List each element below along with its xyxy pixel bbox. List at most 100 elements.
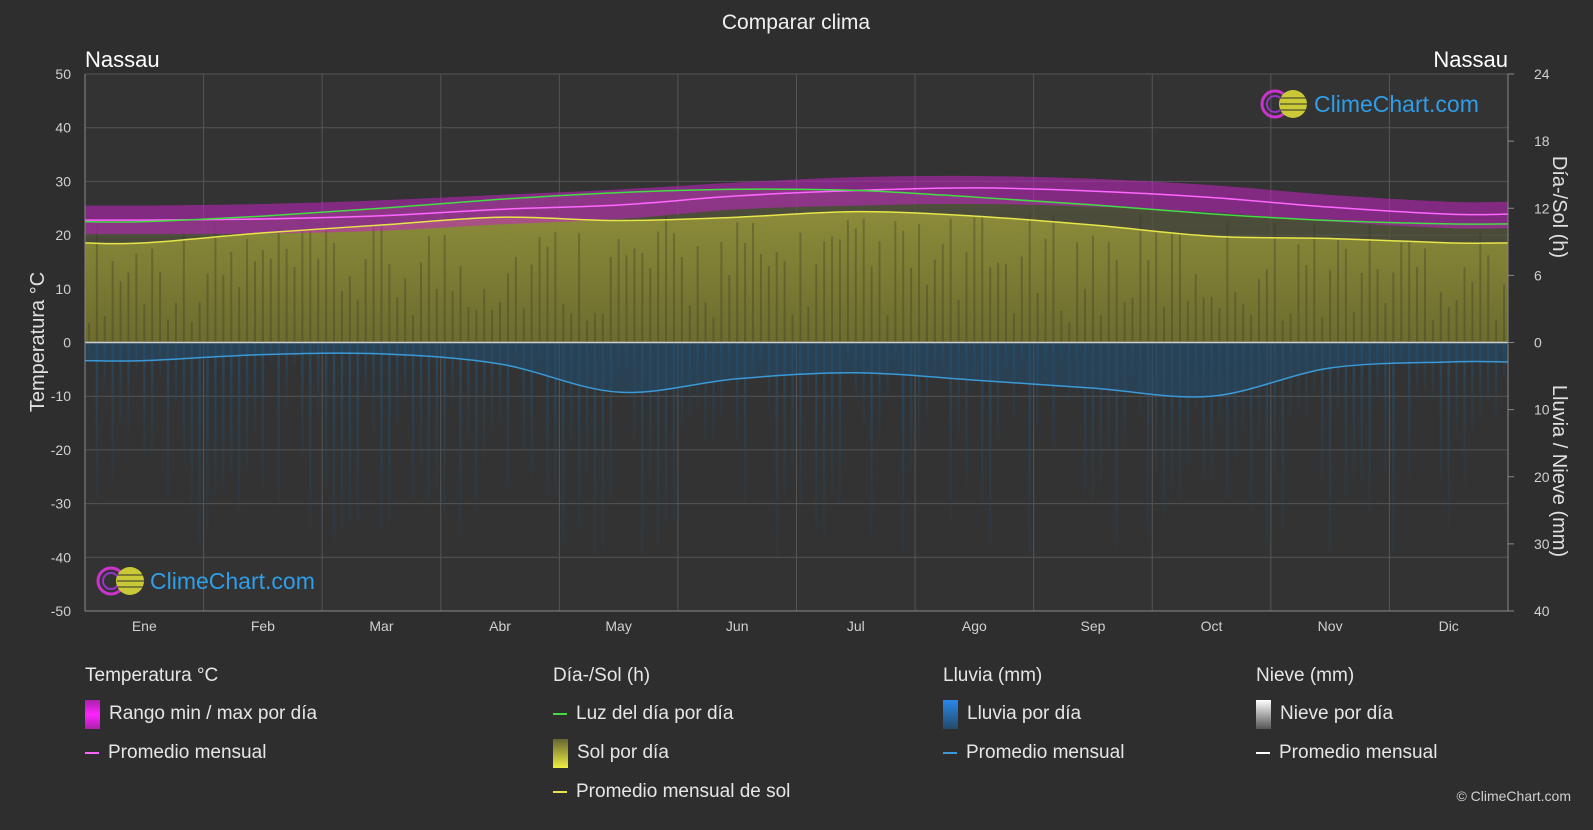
rain-daily-bar bbox=[475, 342, 478, 514]
rain-daily-bar bbox=[1494, 342, 1498, 421]
rain-daily-bar bbox=[285, 342, 288, 407]
sun-daily-bar bbox=[870, 266, 873, 343]
rain-daily-bar bbox=[522, 342, 525, 453]
y-left-tick-label: 40 bbox=[55, 120, 71, 136]
rain-daily-bar bbox=[878, 342, 881, 433]
rain-daily-bar bbox=[127, 342, 130, 430]
sun-daily-bar bbox=[159, 271, 162, 343]
rain-daily-bar bbox=[1091, 342, 1095, 504]
rain-daily-bar bbox=[1186, 342, 1190, 469]
sun-daily-bar bbox=[862, 218, 865, 343]
sun-daily-bar bbox=[167, 319, 170, 343]
sun-daily-bar bbox=[1273, 222, 1276, 343]
rain-daily-bar bbox=[403, 342, 407, 403]
rain-daily-bar bbox=[1479, 342, 1482, 420]
rain-daily-bar bbox=[490, 342, 494, 430]
y-right-top-tick-label: 12 bbox=[1534, 200, 1550, 216]
sun-daily-bar bbox=[688, 305, 691, 343]
rain-daily-bar bbox=[656, 342, 660, 546]
sun-daily-bar bbox=[214, 220, 217, 343]
sun-daily-bar bbox=[696, 246, 699, 343]
rain-daily-bar bbox=[641, 342, 644, 554]
rain-daily-bar bbox=[649, 342, 652, 482]
rain-daily-bar bbox=[601, 342, 605, 551]
sun-daily-bar bbox=[910, 267, 913, 343]
sun-daily-bar bbox=[554, 231, 557, 343]
y-right-bottom-tick-label: 40 bbox=[1534, 603, 1550, 619]
rain-daily-bar bbox=[111, 342, 114, 478]
rain-daily-bar bbox=[1107, 342, 1110, 451]
sun-daily-bar bbox=[459, 265, 462, 343]
sun-daily-bar bbox=[1036, 293, 1039, 343]
sun-daily-bar bbox=[506, 273, 509, 343]
x-tick-label: Mar bbox=[369, 618, 393, 634]
rain-daily-bar bbox=[1281, 342, 1284, 531]
sun-daily-bar bbox=[609, 256, 612, 343]
sun-daily-bar bbox=[1447, 307, 1450, 343]
location-left: Nassau bbox=[85, 47, 160, 72]
rain-daily-bar bbox=[1352, 342, 1356, 479]
y-left-tick-label: 10 bbox=[55, 281, 71, 297]
sun-daily-bar bbox=[1202, 297, 1205, 343]
x-tick-label: Ene bbox=[132, 618, 157, 634]
x-tick-label: Sep bbox=[1080, 618, 1105, 634]
sun-daily-bar bbox=[1131, 297, 1134, 343]
sun-daily-bar bbox=[546, 246, 549, 343]
climechart-logo-icon bbox=[96, 566, 144, 596]
sun-daily-bar bbox=[854, 228, 857, 343]
rain-daily-bar bbox=[483, 342, 486, 463]
sun-daily-bar bbox=[1416, 267, 1419, 343]
sun-daily-bar bbox=[1115, 260, 1118, 343]
rain-daily-bar bbox=[340, 342, 344, 528]
sun-daily-bar bbox=[222, 274, 225, 343]
rain-daily-bar bbox=[1289, 342, 1292, 415]
sun-daily-bar bbox=[925, 284, 928, 343]
sun-daily-bar bbox=[807, 306, 810, 343]
sun-daily-bar bbox=[1155, 232, 1158, 343]
sun-daily-bar bbox=[333, 242, 336, 343]
rain-area bbox=[85, 342, 1508, 397]
sun-daily-bar bbox=[1012, 313, 1015, 343]
sun-daily-bar bbox=[467, 306, 470, 343]
sun-daily-bar bbox=[206, 273, 209, 343]
sun-daily-bar bbox=[412, 315, 415, 343]
rain-daily-bar bbox=[498, 342, 502, 422]
sun-daily-bar bbox=[246, 238, 249, 343]
rain-daily-bar bbox=[1487, 342, 1490, 403]
rain-daily-bar bbox=[506, 342, 510, 489]
sun-daily-bar bbox=[1313, 224, 1316, 343]
rain-daily-bar bbox=[1297, 342, 1300, 411]
sun-daily-bar bbox=[736, 222, 739, 343]
rain-daily-bar bbox=[862, 342, 865, 424]
rain-daily-bar bbox=[1162, 342, 1166, 518]
sun-daily-bar bbox=[570, 313, 573, 343]
rain-daily-bar bbox=[996, 342, 1000, 441]
rain-daily-bar bbox=[1407, 342, 1411, 477]
rain-daily-bar bbox=[1170, 342, 1174, 492]
y-left-tick-label: -30 bbox=[51, 496, 71, 512]
sun-daily-bar bbox=[1337, 240, 1340, 343]
sun-daily-bar bbox=[238, 287, 241, 343]
rain-daily-bar bbox=[427, 342, 431, 509]
sun-daily-bar bbox=[1052, 215, 1055, 343]
sun-daily-bar bbox=[1289, 313, 1292, 343]
rain-daily-bar bbox=[309, 342, 312, 530]
chart-title: Comparar clima bbox=[722, 11, 871, 34]
rain-daily-bar bbox=[166, 342, 170, 502]
sun-daily-bar bbox=[1226, 221, 1229, 343]
sun-daily-bar bbox=[1194, 274, 1197, 343]
sun-daily-bar bbox=[1147, 259, 1150, 343]
y-left-tick-label: 50 bbox=[55, 66, 71, 82]
y-left-tick-label: -40 bbox=[51, 549, 71, 565]
rain-daily-bar bbox=[443, 342, 446, 519]
climechart-logo-icon bbox=[1260, 89, 1307, 119]
sun-daily-bar bbox=[625, 255, 628, 343]
sun-daily-bar bbox=[1471, 282, 1474, 343]
rain-daily-bar bbox=[103, 342, 106, 388]
sun-daily-bar bbox=[396, 297, 399, 343]
sun-daily-bar bbox=[1352, 312, 1355, 343]
sun-daily-bar bbox=[1068, 322, 1071, 343]
sun-daily-bar bbox=[293, 266, 296, 343]
rain-daily-bar bbox=[364, 342, 367, 398]
data-bands bbox=[85, 175, 1508, 557]
